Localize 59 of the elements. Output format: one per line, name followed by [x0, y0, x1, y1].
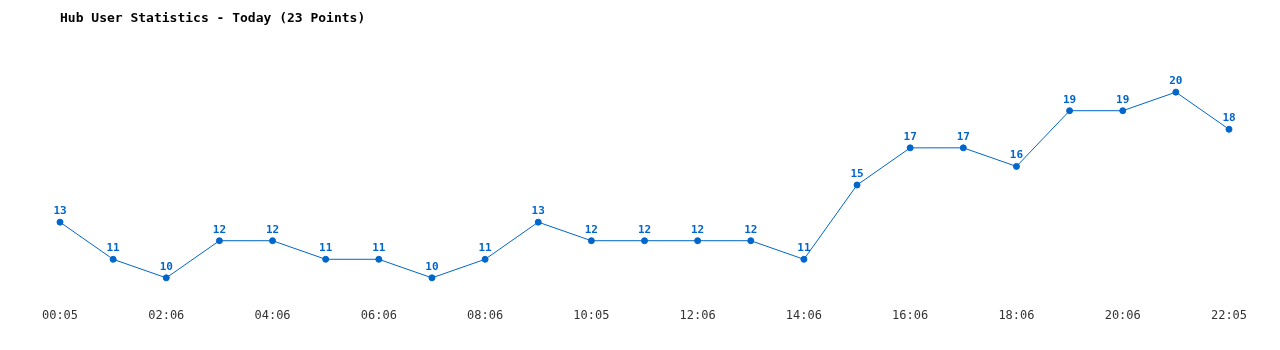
point: [1119, 107, 1127, 115]
data-label: 19: [1062, 92, 1077, 106]
point: [215, 237, 223, 245]
data-label: 12: [265, 222, 280, 236]
data-label: 20: [1169, 74, 1183, 88]
data-label: 11: [478, 241, 493, 255]
data-label: 12: [691, 222, 705, 236]
point: [800, 255, 808, 263]
point: [1172, 88, 1180, 96]
data-label: 11: [797, 241, 811, 255]
point: [481, 255, 489, 263]
point: [747, 237, 755, 245]
point: [1066, 107, 1074, 115]
point: [375, 255, 383, 263]
data-label: 16: [1009, 148, 1024, 162]
data-label: 12: [212, 222, 227, 236]
x-tick-label: 00:05: [41, 307, 79, 322]
point: [587, 237, 595, 245]
x-tick-label: 12:06: [679, 307, 716, 322]
point: [534, 218, 542, 226]
point: [56, 218, 64, 226]
data-label: 11: [106, 241, 121, 255]
x-tick-label: 06:06: [360, 307, 397, 322]
x-tick-label: 10:05: [573, 307, 610, 322]
x-tick-label: 02:06: [148, 307, 185, 322]
x-tick-label: 08:06: [467, 307, 504, 322]
point: [853, 181, 861, 189]
point: [959, 144, 967, 152]
x-tick-label: 20:06: [1104, 307, 1141, 322]
data-label: 12: [584, 222, 598, 236]
data-label: 17: [903, 129, 917, 143]
data-label: 17: [956, 129, 970, 143]
data-label: 18: [1222, 111, 1236, 125]
point: [428, 274, 436, 282]
point: [641, 237, 648, 245]
x-tick-label: 16:06: [892, 307, 929, 322]
point: [906, 144, 914, 152]
data-label: 12: [637, 222, 652, 236]
chart-title: Hub User Statistics - Today (23 Points): [60, 10, 366, 25]
x-tick-label: 14:06: [785, 307, 822, 322]
point: [694, 237, 702, 245]
x-tick-label: 04:06: [254, 307, 291, 322]
point: [162, 274, 170, 282]
data-label: 15: [850, 167, 864, 180]
data-label: 12: [744, 222, 758, 236]
point: [322, 255, 330, 263]
point: [109, 255, 117, 263]
data-label: 19: [1116, 92, 1130, 106]
data-label: 11: [319, 241, 333, 255]
x-tick-label: 18:06: [998, 307, 1035, 322]
point: [1012, 162, 1020, 170]
data-label: 10: [159, 259, 173, 273]
data-label: 13: [53, 204, 67, 218]
point: [1225, 125, 1233, 133]
point: [269, 237, 277, 245]
x-tick-label: 22:05: [1210, 307, 1248, 322]
data-label: 10: [425, 259, 439, 273]
data-label: 11: [372, 241, 386, 255]
data-label: 13: [531, 204, 545, 218]
